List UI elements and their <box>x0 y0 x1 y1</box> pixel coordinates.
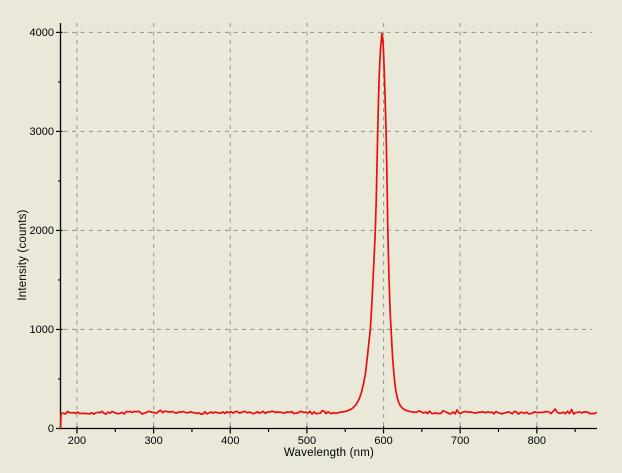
y-tick-label: 4000 <box>30 27 54 39</box>
x-tick-label: 500 <box>298 435 316 447</box>
x-tick-label: 200 <box>68 435 86 447</box>
x-tick-label: 300 <box>144 435 162 447</box>
axis-lines <box>59 23 597 430</box>
y-axis-title: Intensity (counts) <box>17 209 29 301</box>
y-tick-label: 1000 <box>30 324 54 336</box>
x-tick-label: 600 <box>374 435 392 447</box>
y-tick-label: 3000 <box>30 126 54 138</box>
y-tick-label: 0 <box>48 423 54 435</box>
x-axis-title: Wavelength (nm) <box>283 447 375 459</box>
spectrum-trace <box>59 32 598 430</box>
x-tick-label: 700 <box>451 435 469 447</box>
x-tick-label: 800 <box>528 435 546 447</box>
x-tick-label: 400 <box>221 435 239 447</box>
y-tick-label: 2000 <box>30 225 54 237</box>
